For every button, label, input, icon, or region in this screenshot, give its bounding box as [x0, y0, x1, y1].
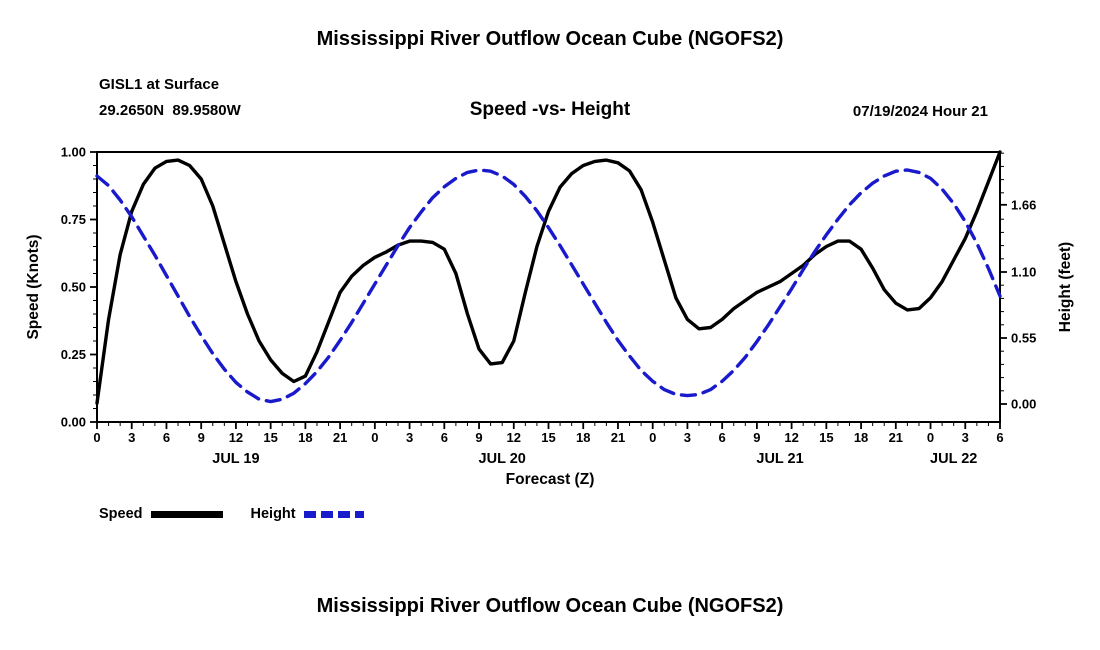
left-axis-title: Speed (Knots) [25, 234, 42, 340]
x-axis-tick-label: 18 [854, 430, 868, 445]
x-axis-tick-label: 3 [128, 430, 135, 445]
x-axis-tick-label: 12 [784, 430, 798, 445]
x-axis-tick-label: 6 [996, 430, 1003, 445]
right-axis-tick-label: 0.00 [1011, 397, 1036, 412]
x-axis-tick-label: 12 [507, 430, 521, 445]
right-axis-tick-label: 1.66 [1011, 197, 1036, 212]
x-axis-date-label: JUL 20 [479, 451, 526, 467]
x-axis-tick-label: 9 [753, 430, 760, 445]
x-axis-tick-label: 3 [684, 430, 691, 445]
speed-line [95, 150, 1002, 405]
x-axis-date-label: JUL 21 [756, 451, 803, 467]
x-axis-tick-label: 3 [962, 430, 969, 445]
x-axis-tick-label: 15 [541, 430, 555, 445]
x-axis-date-label: JUL 19 [212, 451, 259, 467]
x-axis-title: Forecast (Z) [505, 471, 595, 488]
legend-height-label: Height [250, 506, 296, 522]
x-axis-tick-label: 0 [93, 430, 100, 445]
right-axis-tick-label: 0.55 [1011, 331, 1036, 346]
x-axis-tick-label: 6 [719, 430, 726, 445]
x-axis-tick-label: 6 [441, 430, 448, 445]
legend-height-swatch [303, 510, 364, 518]
x-axis-tick-label: 6 [163, 430, 170, 445]
right-axis-title: Height (feet) [1057, 241, 1074, 333]
legend-speed-label: Speed [99, 506, 143, 522]
x-axis-tick-label: 0 [371, 430, 378, 445]
plot-subtitle: Speed -vs- Height [469, 99, 631, 120]
station-coordinates: 29.2650N 89.9580W [99, 102, 241, 119]
x-axis-tick-label: 18 [298, 430, 312, 445]
x-axis-tick-label: 21 [611, 430, 625, 445]
x-axis-tick-label: 0 [927, 430, 934, 445]
forecast-datetime: 07/19/2024 Hour 21 [852, 103, 988, 120]
x-axis-tick-label: 12 [229, 430, 243, 445]
height-line [95, 168, 1002, 404]
left-axis-tick-label: 1.00 [61, 145, 86, 160]
left-axis-tick-label: 0.00 [61, 415, 86, 430]
legend-speed-swatch [150, 510, 223, 518]
x-axis-tick-label: 21 [333, 430, 347, 445]
x-axis-tick-label: 15 [263, 430, 277, 445]
left-axis-tick-label: 0.25 [61, 347, 86, 362]
x-axis-tick-label: 9 [198, 430, 205, 445]
x-axis-tick-label: 3 [406, 430, 413, 445]
station-name: GISL1 at Surface [99, 76, 220, 93]
x-axis-tick-label: 18 [576, 430, 590, 445]
next-chart-title: Mississippi River Outflow Ocean Cube (NG… [316, 595, 784, 617]
x-axis-date-label: JUL 22 [930, 451, 977, 467]
right-axis-tick-label: 1.10 [1011, 265, 1036, 280]
chart-title: Mississippi River Outflow Ocean Cube (NG… [316, 28, 784, 50]
x-axis-tick-label: 15 [819, 430, 833, 445]
x-axis-tick-label: 0 [649, 430, 656, 445]
x-axis-tick-label: 9 [475, 430, 482, 445]
plot-box [96, 151, 1001, 423]
left-axis-tick-label: 0.50 [61, 280, 86, 295]
x-axis-tick-label: 21 [889, 430, 903, 445]
left-axis-tick-label: 0.75 [61, 212, 86, 227]
legend: Speed Height [99, 506, 364, 522]
